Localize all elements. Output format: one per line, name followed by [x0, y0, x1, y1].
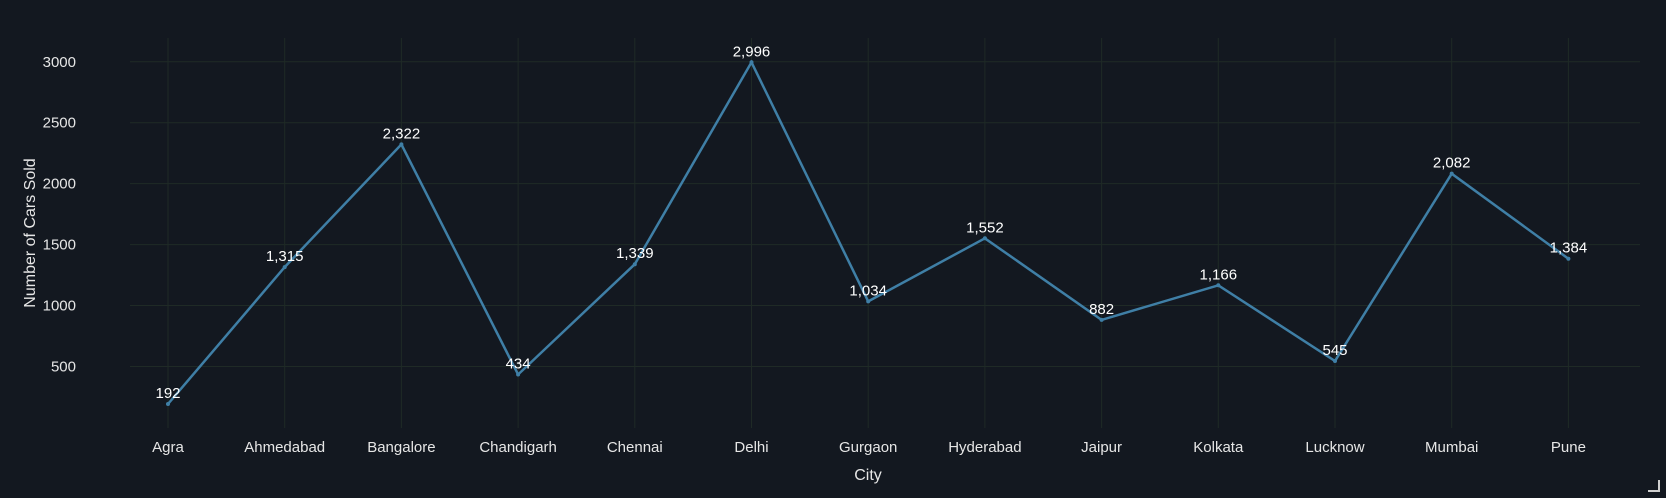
- data-point[interactable]: [749, 60, 754, 65]
- data-point[interactable]: [1099, 317, 1104, 322]
- data-point[interactable]: [1333, 358, 1337, 363]
- data-label: 1,384: [1550, 240, 1588, 257]
- data-label: 434: [506, 356, 531, 373]
- data-label: 192: [155, 385, 180, 402]
- y-tick-label: 2500: [43, 115, 76, 132]
- data-label: 1,552: [966, 219, 1004, 236]
- x-tick-label: Kolkata: [1193, 439, 1244, 456]
- x-tick-label: Hyderabad: [948, 439, 1021, 456]
- data-label: 882: [1089, 301, 1114, 318]
- series-line-group: [166, 59, 1571, 407]
- x-tick-label: Pune: [1551, 439, 1586, 456]
- x-tick-label: Chennai: [607, 439, 663, 456]
- x-axis-ticks: Agra Ahmedabad Bangalore Chandigarh Chennai D…: [152, 439, 1586, 456]
- x-tick-label: Agra: [152, 439, 184, 456]
- y-axis-title: Number of Cars Sold: [22, 158, 39, 307]
- y-axis-ticks: 500 1000 1500 2000 2500 3000: [43, 54, 76, 376]
- x-tick-label: Ahmedabad: [244, 439, 325, 456]
- data-point[interactable]: [516, 372, 521, 377]
- y-tick-label: 2000: [43, 176, 76, 193]
- y-tick-label: 500: [51, 358, 76, 375]
- data-label: 2,996: [733, 43, 771, 60]
- y-tick-label: 1000: [43, 298, 76, 315]
- resize-handle-icon[interactable]: [1648, 480, 1660, 492]
- data-point[interactable]: [399, 142, 404, 147]
- y-tick-label: 3000: [43, 54, 76, 71]
- data-label: 2,322: [383, 125, 421, 142]
- grid-lines: [130, 38, 1640, 428]
- x-tick-label: Lucknow: [1305, 439, 1364, 456]
- x-tick-label: Jaipur: [1081, 439, 1122, 456]
- data-point[interactable]: [632, 262, 637, 267]
- data-labels: 192 1,315 2,322 434 1,339 2,996 1,034 1,552 882 1…: [155, 43, 1587, 402]
- x-tick-label: Gurgaon: [839, 439, 897, 456]
- x-tick-label: Mumbai: [1425, 439, 1478, 456]
- data-point[interactable]: [1216, 283, 1221, 288]
- data-point[interactable]: [866, 299, 871, 304]
- data-point[interactable]: [982, 236, 987, 241]
- x-axis-title: City: [854, 467, 882, 484]
- data-point[interactable]: [1566, 256, 1571, 261]
- x-tick-label: Bangalore: [367, 439, 435, 456]
- data-point[interactable]: [1449, 171, 1454, 176]
- data-point[interactable]: [166, 402, 170, 407]
- data-label: 1,315: [266, 248, 304, 265]
- x-tick-label: Delhi: [734, 439, 768, 456]
- data-label: 1,339: [616, 245, 654, 262]
- data-label: 545: [1322, 342, 1347, 359]
- data-label: 1,166: [1200, 266, 1238, 283]
- data-label: 2,082: [1433, 155, 1471, 172]
- data-point[interactable]: [282, 265, 287, 270]
- data-label: 1,034: [849, 282, 887, 299]
- y-tick-label: 1500: [43, 237, 76, 254]
- x-tick-label: Chandigarh: [479, 439, 557, 456]
